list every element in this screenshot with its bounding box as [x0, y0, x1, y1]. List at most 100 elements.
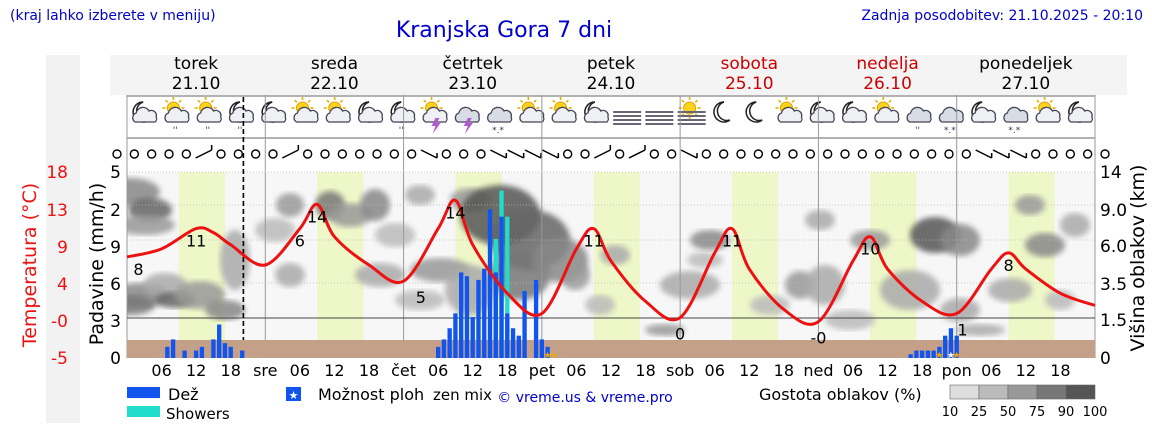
hour-tick: 06: [705, 361, 725, 380]
daylight-band: [732, 172, 779, 358]
calm-wind-marker: [736, 149, 746, 159]
temperature-label: 0: [675, 325, 685, 344]
snow-chance-star: ★: [544, 351, 552, 361]
daylight-band: [593, 172, 640, 358]
legend-star-icon: ★: [289, 389, 299, 402]
wind-row: [112, 145, 1110, 159]
snow-chance-star: ★: [947, 351, 955, 361]
day-date: 22.10: [310, 74, 359, 94]
temperature-label: 8: [1003, 256, 1013, 275]
calm-wind-marker: [1065, 149, 1076, 159]
calm-wind-marker: [320, 149, 330, 159]
calm-wind-marker: [216, 149, 226, 159]
credit-link[interactable]: © vreme.us & vreme.pro: [497, 390, 672, 406]
day-name: torek: [174, 54, 218, 74]
hour-tick: 18: [359, 361, 379, 380]
rain-bar: [545, 346, 550, 358]
calm-wind-marker: [250, 149, 261, 159]
calm-wind-marker: [1100, 149, 1110, 159]
calm-wind-marker: [389, 149, 400, 159]
wind-barb: [195, 149, 213, 159]
cloud-tick: 3.5: [1100, 275, 1127, 295]
day-date: 21.10: [172, 74, 221, 94]
hour-tick: 12: [186, 361, 206, 380]
day-date: 24.10: [587, 74, 636, 94]
legend-rain: Dež: [168, 385, 199, 404]
legend-rain-swatch: [127, 387, 160, 398]
cloud-patch: [600, 245, 630, 265]
wind-barb: [281, 149, 299, 159]
legend-showers-swatch: [127, 406, 160, 417]
rain-bar: [476, 279, 481, 358]
temperature-tick: 13: [46, 201, 68, 221]
temperature-tick: 9: [57, 238, 68, 258]
day-date: 26.10: [863, 74, 912, 94]
day-name: nedelja: [856, 54, 918, 74]
calm-wind-marker: [302, 149, 313, 159]
calm-wind-marker: [337, 149, 348, 159]
rain-bar: [931, 350, 936, 358]
cloud-tick: 6.0: [1100, 237, 1127, 257]
wind-barb: [992, 149, 1010, 159]
cloud-patch: [143, 273, 187, 297]
calm-wind-marker: [1030, 149, 1041, 159]
rain-bar: [459, 272, 464, 358]
calm-wind-marker: [840, 149, 850, 159]
temperature-tick: -5: [51, 349, 68, 369]
rain-bar: [170, 339, 176, 358]
hour-tick: 18: [497, 361, 517, 380]
cloud-tick: 14: [1100, 163, 1122, 183]
density-level: 25: [971, 405, 988, 420]
rain-bar: [199, 346, 205, 358]
svg-text:*.*: *.*: [492, 126, 504, 136]
rain-bar: [240, 350, 245, 358]
day-abbr: sob: [666, 361, 694, 380]
rain-bar: [925, 350, 931, 358]
rain-bar: [505, 313, 510, 358]
calm-wind-marker: [753, 149, 764, 159]
svg-text:'': '': [915, 126, 920, 136]
plot-grid: [126, 95, 1096, 358]
precip-tick: 6: [110, 275, 121, 295]
precip-tick: 9: [110, 238, 121, 258]
precipitation-bars: ★★ ★ ★★: [165, 190, 961, 361]
daylight-band: [870, 172, 917, 358]
cloud-patch: [375, 223, 415, 247]
calm-wind-marker: [822, 149, 833, 159]
day-date: 23.10: [448, 74, 497, 94]
svg-text:'': '': [205, 126, 210, 136]
temperature-label: 11: [584, 232, 604, 251]
wind-barb: [541, 149, 559, 159]
calm-wind-marker: [1082, 149, 1093, 159]
density-swatch: [1065, 384, 1096, 400]
day-date: 27.10: [1002, 74, 1051, 94]
cloud-patch: [1060, 213, 1090, 237]
rain-bar: [908, 354, 913, 358]
calm-wind-marker: [857, 149, 868, 159]
rain-bar: [533, 279, 539, 358]
rain-bar: [211, 339, 216, 358]
hour-tick: 06: [151, 361, 171, 380]
day-abbr: pon: [942, 361, 972, 380]
calm-wind-marker: [874, 149, 885, 159]
hour-tick: 12: [463, 361, 483, 380]
hour-tick: 06: [843, 361, 863, 380]
rain-bar: [182, 350, 187, 358]
icon-strip-frame: [126, 95, 1096, 139]
svg-text:'': '': [173, 126, 178, 136]
temperature-tick: -0: [51, 312, 68, 332]
density-level: 100: [1083, 405, 1108, 420]
temperature-label: -0: [810, 329, 826, 348]
temperature-tick: 4: [57, 275, 68, 295]
calm-wind-marker: [580, 149, 590, 159]
rain-bar: [435, 346, 441, 358]
day-name: petek: [587, 54, 635, 74]
hour-tick: 12: [601, 361, 621, 380]
temperature-label: 14: [445, 203, 465, 222]
region-hint[interactable]: (kraj lahko izberete v meniju): [10, 8, 216, 24]
rain-bar: [464, 276, 470, 358]
temperature-label: 1: [957, 321, 967, 340]
cloud-patch: [127, 215, 175, 235]
